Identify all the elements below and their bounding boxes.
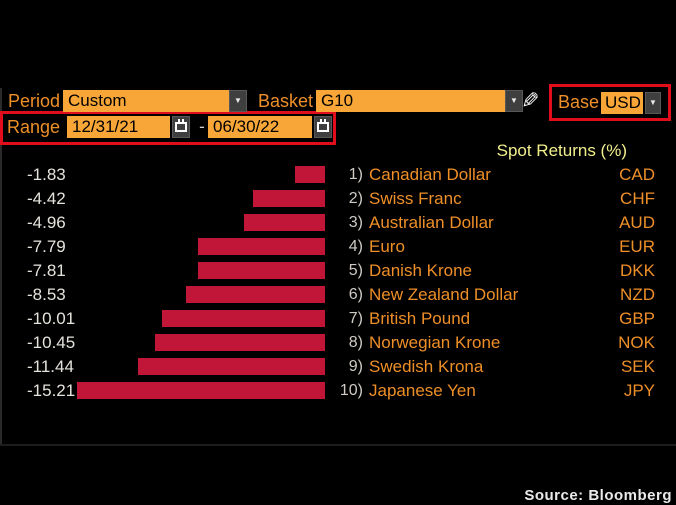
panel-left-border [0,88,2,445]
currency-name: Swedish Krona [369,357,484,376]
return-bar [138,358,325,375]
currency-row[interactable]: -11.44 9) Swedish Krona SEK [0,355,676,379]
rank-label: 10) [339,382,363,399]
currency-code: NZD [620,285,655,304]
currency-code: CHF [620,189,655,208]
currency-row[interactable]: -4.96 3) Australian Dollar AUD [0,211,676,235]
return-bar [197,238,325,255]
currency-name: Danish Krone [369,261,473,280]
base-label: Base [558,92,600,112]
chevron-down-icon: ▼ [649,98,657,107]
return-value-label: -1.83 [27,165,66,184]
return-bar [295,166,325,183]
base-highlight-box [549,84,671,121]
currency-row[interactable]: -7.79 4) Euro EUR [0,235,676,259]
currency-name: British Pound [369,309,471,328]
currency-row[interactable]: -8.53 6) New Zealand Dollar NZD [0,283,676,307]
calendar-icon [175,119,187,132]
currency-name: New Zealand Dollar [369,285,519,304]
range-end-input[interactable]: 06/30/22 [208,116,312,138]
bar-track [77,358,325,375]
spot-returns-chart: -1.83 1) Canadian Dollar CAD -4.42 2) Sw… [0,163,676,403]
currency-code: SEK [620,357,655,376]
bar-track [77,166,325,183]
return-bar [185,286,325,303]
basket-select[interactable]: G10 [316,90,505,112]
basket-dropdown-arrow-button[interactable]: ▼ [505,90,523,112]
rank-label: 8) [348,334,363,351]
currency-row[interactable]: -10.01 7) British Pound GBP [0,307,676,331]
return-value-label: -4.42 [27,189,66,208]
base-dropdown-arrow-button[interactable]: ▼ [645,92,661,114]
rank-label: 7) [348,310,363,327]
currency-code: JPY [623,381,655,400]
return-bar [197,262,325,279]
currency-row[interactable]: -10.45 8) Norwegian Krone NOK [0,331,676,355]
return-value-label: -11.44 [27,357,74,376]
calendar-icon [317,119,329,132]
return-value-label: -7.79 [27,237,66,256]
chart-title: Spot Returns (%) [496,141,627,160]
currency-row[interactable]: -15.21 10) Japanese Yen JPY [0,379,676,403]
panel-bottom-divider [0,444,676,446]
return-value-label: -8.53 [27,285,66,304]
range-start-calendar-button[interactable] [172,116,190,138]
range-start-input[interactable]: 12/31/21 [67,116,170,138]
rank-label: 6) [348,286,363,303]
edit-pencil-icon[interactable]: ✎ [521,88,540,113]
base-select[interactable]: USD [601,92,643,114]
return-value-label: -7.81 [27,261,66,280]
chevron-down-icon: ▼ [510,96,518,105]
rank-label: 4) [348,238,363,255]
currency-code: GBP [619,309,655,328]
currency-code: NOK [618,333,655,352]
period-select[interactable]: Custom [63,90,229,112]
currency-code: CAD [619,165,655,184]
range-end-calendar-button[interactable] [314,116,332,138]
currency-code: AUD [619,213,655,232]
rank-label: 1) [348,166,363,183]
return-bar [161,310,325,327]
currency-name: Swiss Franc [369,189,462,208]
currency-name: Norwegian Krone [369,333,501,352]
range-label: Range [7,117,61,137]
period-label: Period [8,91,61,111]
currency-name: Canadian Dollar [369,165,491,184]
rank-label: 9) [348,358,363,375]
rank-label: 2) [348,190,363,207]
bar-track [77,310,325,327]
bar-track [77,286,325,303]
source-credit: Source: Bloomberg [524,487,672,504]
return-bar [154,334,325,351]
currency-row[interactable]: -1.83 1) Canadian Dollar CAD [0,163,676,187]
bar-track [77,190,325,207]
currency-row[interactable]: -7.81 5) Danish Krone DKK [0,259,676,283]
return-bar [77,382,325,399]
return-value-label: -10.01 [27,309,76,328]
return-bar [244,214,325,231]
bar-track [77,262,325,279]
return-value-label: -4.96 [27,213,66,232]
currency-name: Australian Dollar [369,213,494,232]
rank-label: 5) [348,262,363,279]
bar-track [77,382,325,399]
return-bar [252,190,325,207]
bar-track [77,334,325,351]
currency-name: Euro [369,237,405,256]
currency-row[interactable]: -4.42 2) Swiss Franc CHF [0,187,676,211]
range-separator: - [199,117,205,136]
rank-label: 3) [348,214,363,231]
chevron-down-icon: ▼ [234,96,242,105]
currency-code: EUR [619,237,655,256]
range-highlight-box [0,111,336,145]
basket-label: Basket [258,91,314,111]
period-dropdown-arrow-button[interactable]: ▼ [229,90,247,112]
bar-track [77,238,325,255]
return-value-label: -10.45 [27,333,76,352]
currency-code: DKK [620,261,655,280]
return-value-label: -15.21 [27,381,76,400]
bar-track [77,214,325,231]
currency-name: Japanese Yen [369,381,476,400]
